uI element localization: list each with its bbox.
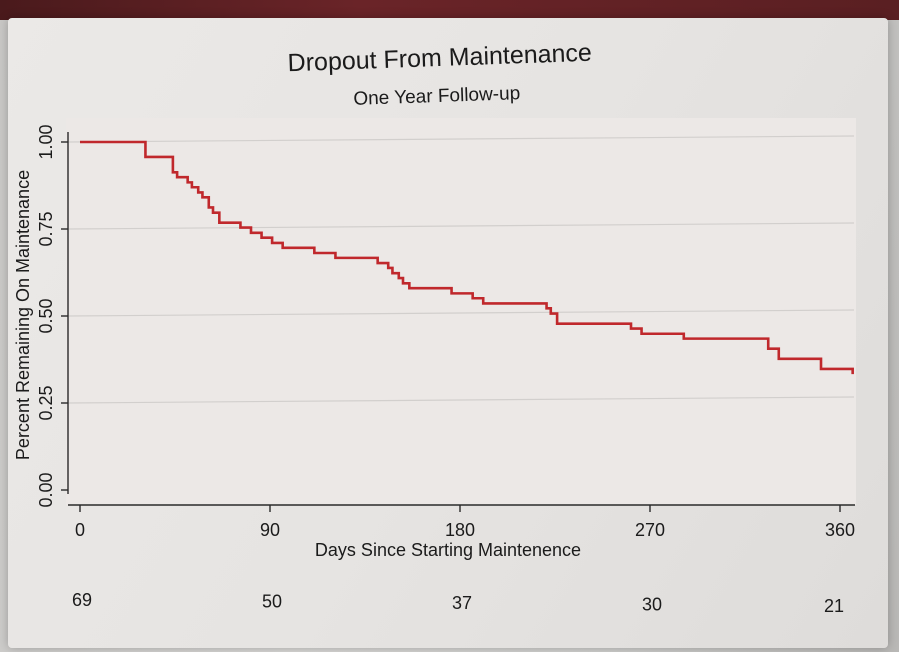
y-tick-label-0: 0.00 (36, 472, 56, 507)
y-tick-label-4: 1.00 (36, 124, 56, 159)
grid-lines (67, 135, 855, 404)
survival-step-line (80, 140, 854, 375)
axes (67, 132, 855, 506)
y-tick-labels: 0.00 0.25 0.50 0.75 1.00 (36, 124, 56, 507)
at-risk-count-1: 50 (262, 592, 282, 612)
x-tick-label-0: 0 (75, 520, 85, 540)
x-axis-label: Days Since Starting Maintenence (315, 540, 581, 560)
tick-marks (61, 141, 841, 512)
y-axis-label: Percent Remaining On Maintenance (13, 170, 33, 460)
x-tick-labels: 0 90 180 270 360 (75, 520, 855, 540)
grid-line-y-1 (67, 396, 855, 404)
grid-line-y-4 (67, 135, 855, 143)
at-risk-count-2: 37 (452, 593, 472, 613)
page-edge (0, 0, 899, 20)
x-tick-label-3: 270 (635, 520, 665, 540)
at-risk-count-4: 21 (824, 596, 844, 616)
series-layer (80, 140, 854, 375)
chart-subtitle: One Year Follow-up (353, 83, 521, 110)
number-at-risk-row: 69 50 37 30 21 (72, 590, 844, 616)
x-tick-label-1: 90 (260, 520, 280, 540)
x-tick-label-4: 360 (825, 520, 855, 540)
grid-line-y-3 (67, 222, 855, 230)
y-tick-label-1: 0.25 (36, 385, 56, 420)
x-tick-label-2: 180 (445, 520, 475, 540)
at-risk-count-0: 69 (72, 590, 92, 610)
y-tick-label-2: 0.50 (36, 298, 56, 333)
y-tick-label-3: 0.75 (36, 211, 56, 246)
chart-title: Dropout From Maintenance (287, 39, 592, 78)
grid-line-y-2 (67, 309, 855, 317)
at-risk-count-3: 30 (642, 595, 662, 615)
